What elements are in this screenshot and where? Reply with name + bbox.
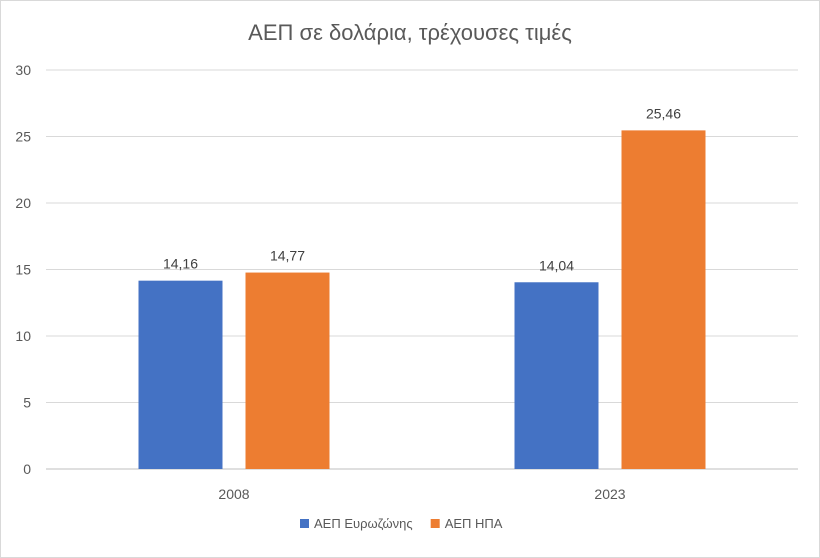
bars <box>138 130 706 469</box>
bar-eurozone-2023 <box>514 282 599 469</box>
data-labels: 14,16 14,77 14,04 25,46 <box>163 105 681 273</box>
y-axis-ticks: 0 5 10 15 20 25 30 <box>15 62 31 477</box>
data-label: 14,04 <box>539 257 574 273</box>
x-tick-label: 2023 <box>594 486 625 502</box>
bar-usa-2008 <box>245 272 330 469</box>
x-axis-ticks: 2008 2023 <box>218 486 625 502</box>
y-tick-label: 15 <box>15 262 31 278</box>
y-tick-label: 10 <box>15 328 31 344</box>
legend-swatch <box>430 519 440 528</box>
x-tick-label: 2008 <box>218 486 249 502</box>
legend-label: ΑΕΠ Ευρωζώνης <box>314 516 413 531</box>
y-tick-label: 25 <box>15 129 31 145</box>
chart-title: ΑΕΠ σε δολάρια, τρέχουσες τιμές <box>248 20 572 45</box>
bar-usa-2023 <box>621 130 706 469</box>
legend: ΑΕΠ Ευρωζώνης ΑΕΠ ΗΠΑ <box>300 516 503 531</box>
y-tick-label: 5 <box>23 395 31 411</box>
data-label: 14,77 <box>270 248 305 264</box>
y-tick-label: 0 <box>23 461 31 477</box>
y-tick-label: 30 <box>15 62 31 78</box>
data-label: 14,16 <box>163 256 198 272</box>
data-label: 25,46 <box>646 105 681 121</box>
bar-eurozone-2008 <box>138 280 223 469</box>
y-tick-label: 20 <box>15 195 31 211</box>
legend-label: ΑΕΠ ΗΠΑ <box>445 516 503 531</box>
legend-swatch <box>300 519 309 528</box>
